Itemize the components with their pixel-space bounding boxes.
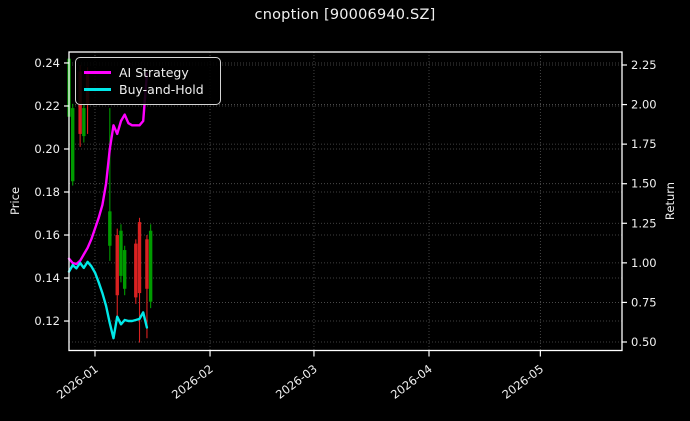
candle-body-down [137,222,142,294]
price-tick-label: 0.16 [34,228,60,242]
candle-body-up [108,211,112,246]
candle-body-down [134,243,138,298]
buy-and-hold-line-swatch [84,88,111,91]
price-tick-label: 0.12 [34,314,60,328]
legend-label-ai-strategy: AI Strategy [119,65,189,80]
return-tick-label: 1.25 [631,216,657,230]
return-tick-label: 0.50 [631,335,657,349]
series-line-buy-and-hold [67,260,149,340]
candle-body-up [122,250,127,289]
candle-body-up [71,108,75,182]
return-tick-label: 1.50 [631,177,657,191]
legend-item-buy-and-hold: Buy-and-Hold [84,81,212,98]
chart-title: cnoption [90006940.SZ] [254,7,436,23]
date-tick-label: 2026-03 [273,362,320,402]
legend-item-ai-strategy: AI Strategy [84,64,212,81]
return-tick-label: 2.00 [631,98,657,112]
price-tick-label: 0.14 [34,271,60,285]
date-tick-label: 2026-01 [54,362,101,402]
return-tick-label: 1.00 [631,256,657,270]
series-line-ai-strategy [67,72,149,266]
legend-label-buy-and-hold: Buy-and-Hold [119,82,204,97]
date-tick-label: 2026-04 [388,362,435,402]
candle-body-down [145,239,149,289]
candle-body-up [82,108,86,137]
return-tick-label: 2.25 [631,58,657,72]
price-tick-label: 0.18 [34,185,60,199]
return-tick-label: 0.75 [631,295,657,309]
price-tick-label: 0.24 [34,56,60,70]
date-tick-label: 2026-02 [169,362,216,402]
plot-border [68,51,623,352]
candle-body-up [119,230,123,276]
price-tick-label: 0.22 [34,99,60,113]
date-tick-label: 2026-05 [499,362,546,402]
candle-body-up [148,230,153,302]
price-tick-label: 0.20 [34,142,60,156]
legend: AI Strategy Buy-and-Hold [75,57,221,105]
candle-body-down [115,235,119,296]
right-axis-label: Return [663,181,677,221]
return-tick-label: 1.75 [631,137,657,151]
left-axis-label: Price [8,186,22,216]
ai-strategy-line-swatch [84,71,111,74]
